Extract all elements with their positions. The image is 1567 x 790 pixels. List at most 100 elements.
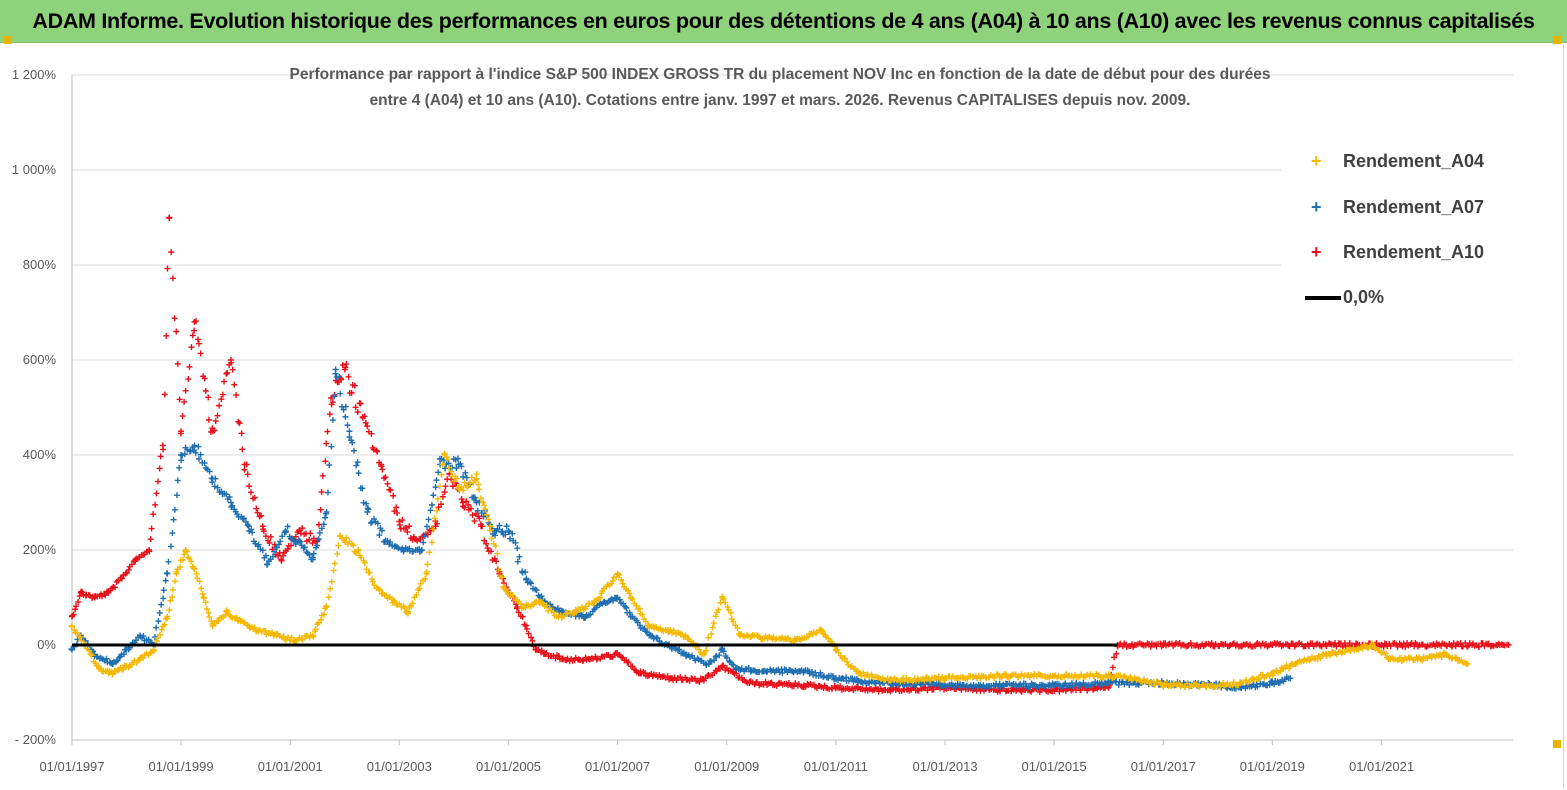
data-point (654, 635, 661, 642)
data-point (214, 412, 221, 419)
data-point (503, 523, 510, 530)
data-point (730, 618, 737, 625)
data-point (186, 363, 193, 370)
data-point-rendement_a10 (166, 214, 173, 221)
data-point-rendement_a04 (1051, 672, 1058, 679)
corner-handle-top-left[interactable] (4, 36, 12, 44)
y-tick-label: 1 200% (12, 67, 57, 82)
data-point (609, 577, 616, 584)
data-point-rendement_a04 (1214, 682, 1221, 689)
data-point-rendement_a10 (105, 589, 112, 596)
data-point (185, 376, 192, 383)
data-point (195, 443, 202, 450)
data-point (762, 678, 769, 685)
data-point-rendement_a10 (191, 319, 198, 325)
data-point (177, 564, 184, 571)
data-point-rendement_a07 (1051, 682, 1058, 689)
chart-area[interactable] (4, 44, 1564, 789)
data-point (188, 558, 195, 565)
data-point (242, 518, 249, 525)
data-point (1476, 643, 1483, 650)
data-point-rendement_a07 (582, 613, 589, 620)
data-point (169, 594, 176, 601)
series-rendement_a07 (68, 366, 1294, 692)
data-point (991, 675, 998, 682)
data-point-rendement_a07 (109, 661, 116, 667)
data-point (374, 448, 381, 455)
data-point (314, 542, 321, 549)
data-point-rendement_a07 (628, 613, 635, 620)
data-point (483, 511, 490, 518)
data-point (1419, 657, 1426, 664)
data-point-rendement_a10 (146, 547, 153, 553)
data-point-rendement_a10 (296, 528, 303, 534)
data-point-rendement_a04 (405, 608, 412, 615)
data-point (343, 534, 350, 541)
data-point (842, 655, 849, 662)
data-point (745, 664, 752, 671)
corner-handle-bottom-right[interactable] (1553, 740, 1561, 748)
data-point (502, 531, 509, 538)
data-point (514, 558, 521, 565)
data-point-rendement_a04 (1269, 670, 1276, 677)
data-point (148, 525, 155, 532)
data-point (273, 544, 280, 551)
data-point (753, 678, 760, 685)
data-point (318, 489, 325, 496)
data-point-rendement_a07 (732, 665, 739, 672)
data-point (439, 493, 446, 500)
data-point-rendement_a10 (719, 663, 726, 670)
data-point-rendement_a10 (341, 366, 348, 373)
data-point (342, 403, 349, 410)
data-point (160, 595, 167, 602)
data-point (205, 609, 212, 616)
data-point (292, 533, 299, 540)
data-point-rendement_a04 (373, 585, 380, 591)
data-point (310, 550, 317, 557)
legend-label-a07: Rendement_A07 (1343, 197, 1485, 217)
data-point (366, 569, 373, 576)
data-point (1317, 655, 1324, 662)
data-point (523, 625, 530, 632)
legend[interactable]: + Rendement_A04 + Rendement_A07 + Rendem… (1281, 133, 1513, 319)
data-point (1202, 641, 1209, 648)
data-point-rendement_a04 (391, 599, 398, 606)
data-point (865, 680, 872, 687)
data-point (219, 391, 226, 398)
data-point (626, 609, 633, 616)
data-point (163, 332, 170, 339)
data-point (205, 394, 212, 401)
data-point (363, 566, 370, 573)
y-tick-label: 600% (23, 352, 57, 367)
data-point (185, 554, 192, 561)
data-point (359, 485, 366, 492)
data-point (461, 504, 468, 511)
x-tick-label: 01/01/2003 (367, 759, 432, 774)
data-point-rendement_a10 (278, 556, 285, 563)
data-point (325, 594, 332, 601)
data-point (1022, 680, 1029, 687)
data-point-rendement_a07 (473, 499, 480, 506)
corner-handle-top-right[interactable] (1553, 36, 1561, 44)
data-point (525, 630, 532, 637)
data-point (514, 545, 521, 552)
data-point (435, 504, 442, 511)
data-point (307, 530, 314, 537)
data-point (162, 577, 169, 584)
data-point (330, 567, 337, 574)
data-point (182, 387, 189, 394)
data-point (469, 512, 476, 519)
data-point (128, 561, 135, 568)
data-point (441, 489, 448, 496)
data-point (254, 509, 261, 516)
data-point (150, 511, 157, 518)
data-point (429, 526, 436, 533)
data-point (1307, 656, 1314, 663)
data-point (409, 600, 416, 607)
data-point (629, 663, 636, 670)
data-point-rendement_a07 (400, 547, 407, 553)
data-point (625, 659, 632, 666)
data-point-rendement_a04 (273, 632, 280, 639)
data-point (120, 651, 127, 658)
data-point (399, 517, 406, 524)
